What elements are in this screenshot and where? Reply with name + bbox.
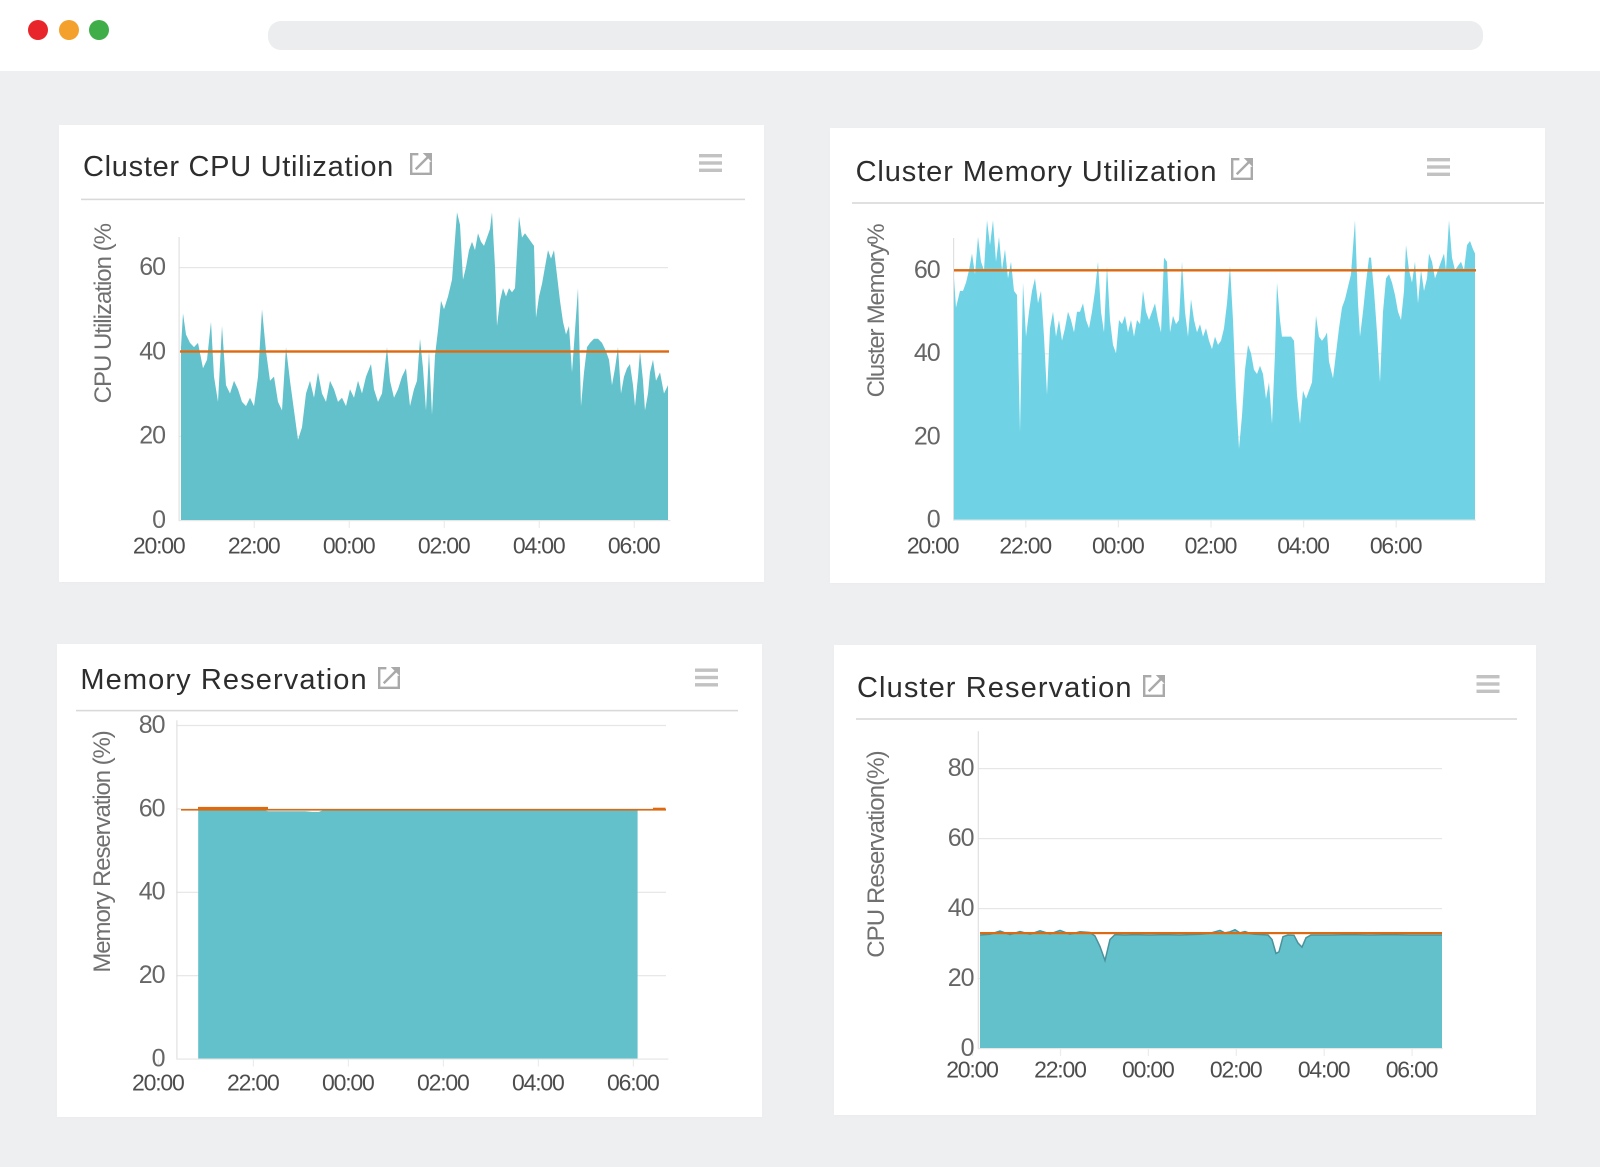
svg-text:22:00: 22:00	[227, 1070, 279, 1096]
svg-text:40: 40	[139, 878, 165, 906]
svg-text:0: 0	[961, 1034, 974, 1062]
svg-text:20: 20	[948, 964, 974, 992]
svg-text:0: 0	[152, 1045, 165, 1073]
svg-text:60: 60	[139, 253, 165, 281]
svg-text:40: 40	[139, 337, 165, 365]
svg-text:06:00: 06:00	[608, 533, 660, 559]
svg-text:0: 0	[927, 506, 940, 534]
svg-text:20: 20	[139, 422, 165, 450]
svg-text:Cluster Memory Utilization: Cluster Memory Utilization	[856, 156, 1218, 188]
svg-text:04:00: 04:00	[1298, 1057, 1350, 1083]
svg-text:0: 0	[152, 506, 165, 534]
svg-text:40: 40	[948, 894, 974, 922]
svg-text:02:00: 02:00	[417, 1070, 469, 1096]
svg-text:CPU Reservation(%): CPU Reservation(%)	[863, 751, 890, 958]
svg-text:20:00: 20:00	[907, 533, 959, 559]
svg-text:06:00: 06:00	[1386, 1057, 1438, 1083]
svg-text:60: 60	[139, 794, 165, 822]
svg-text:Cluster Reservation: Cluster Reservation	[857, 672, 1133, 704]
svg-text:80: 80	[948, 754, 974, 782]
svg-text:CPU Utilization (%: CPU Utilization (%	[90, 223, 117, 403]
svg-text:00:00: 00:00	[323, 533, 375, 559]
svg-text:22:00: 22:00	[999, 533, 1051, 559]
svg-text:20: 20	[139, 961, 165, 989]
svg-text:06:00: 06:00	[1370, 533, 1422, 559]
svg-text:Cluster Memory%: Cluster Memory%	[863, 224, 890, 398]
svg-text:06:00: 06:00	[607, 1070, 659, 1096]
svg-text:60: 60	[948, 824, 974, 852]
svg-text:02:00: 02:00	[418, 533, 470, 559]
svg-text:00:00: 00:00	[1092, 533, 1144, 559]
svg-text:Memory Reservation (%): Memory Reservation (%)	[89, 731, 116, 972]
svg-text:04:00: 04:00	[1277, 533, 1329, 559]
svg-text:40: 40	[914, 339, 940, 367]
svg-text:60: 60	[914, 256, 940, 284]
svg-text:Cluster CPU Utilization: Cluster CPU Utilization	[83, 151, 394, 183]
svg-text:02:00: 02:00	[1210, 1057, 1262, 1083]
svg-text:20:00: 20:00	[133, 533, 185, 559]
svg-text:00:00: 00:00	[322, 1070, 374, 1096]
svg-text:Memory Reservation: Memory Reservation	[80, 664, 367, 696]
svg-text:20:00: 20:00	[946, 1057, 998, 1083]
svg-text:00:00: 00:00	[1122, 1057, 1174, 1083]
svg-text:22:00: 22:00	[228, 533, 280, 559]
svg-text:20:00: 20:00	[132, 1070, 184, 1096]
svg-text:20: 20	[914, 422, 940, 450]
svg-text:04:00: 04:00	[513, 533, 565, 559]
svg-text:02:00: 02:00	[1185, 533, 1237, 559]
svg-text:80: 80	[139, 711, 165, 739]
svg-text:04:00: 04:00	[512, 1070, 564, 1096]
svg-text:22:00: 22:00	[1034, 1057, 1086, 1083]
